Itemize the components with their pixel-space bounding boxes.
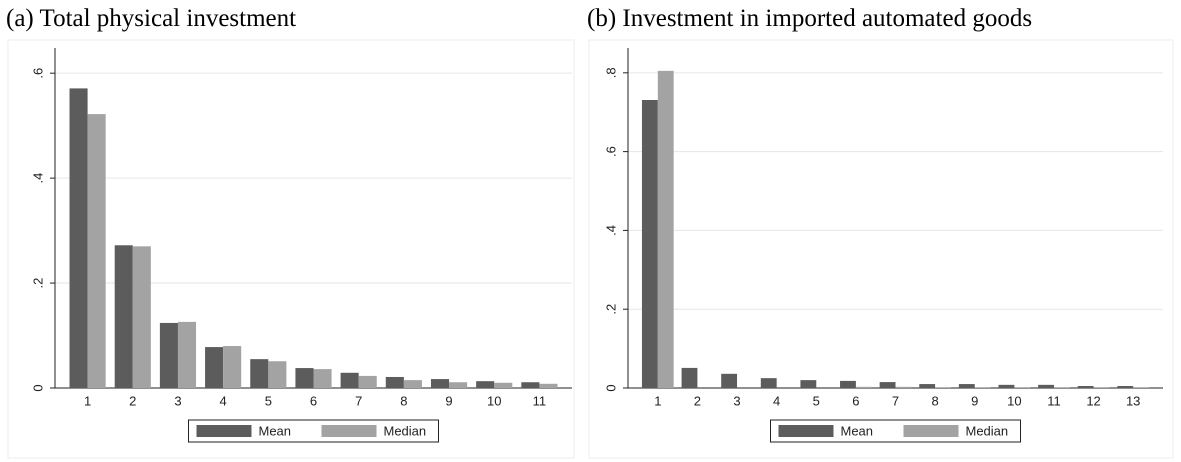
x-tick-label: 10 (487, 393, 501, 408)
legend-label: Mean (259, 423, 292, 438)
chart-title: (a) Total physical investment (6, 5, 296, 32)
x-tick-label: 3 (733, 393, 740, 408)
bar (449, 382, 468, 388)
bar (1014, 387, 1031, 388)
x-tick-label: 8 (931, 393, 938, 408)
legend-swatch (196, 425, 252, 437)
bar (385, 376, 404, 388)
bar (958, 384, 975, 388)
bar (295, 368, 314, 388)
x-tick-label: 9 (445, 393, 452, 408)
bar (114, 245, 133, 388)
y-tick-label: .8 (603, 67, 618, 78)
x-tick-label: 10 (1007, 393, 1021, 408)
x-tick-label: 7 (892, 393, 899, 408)
x-tick-label: 13 (1126, 393, 1140, 408)
y-tick-label: .6 (30, 68, 45, 79)
bar (539, 383, 558, 388)
legend-label: Mean (841, 423, 874, 438)
bar (721, 373, 738, 388)
plot-frame (7, 39, 575, 459)
bar (1053, 387, 1070, 388)
x-tick-label: 3 (174, 393, 181, 408)
bar (494, 382, 513, 388)
y-tick-label: .2 (603, 304, 618, 315)
x-tick-label: 11 (1047, 393, 1061, 408)
bar (69, 88, 88, 388)
bar (919, 384, 936, 388)
bar (430, 379, 450, 388)
bar (132, 246, 151, 388)
bar (358, 375, 377, 388)
bar (800, 380, 817, 388)
x-tick-label: 1 (654, 393, 661, 408)
bar (657, 70, 674, 388)
plot-frame (588, 39, 1174, 459)
y-tick-label: .6 (603, 146, 618, 157)
bar (855, 386, 872, 388)
x-tick-label: 12 (1086, 393, 1100, 408)
bar (159, 322, 178, 388)
bar (1093, 387, 1110, 388)
legend-label: Median (966, 423, 1009, 438)
bar (895, 386, 912, 388)
bar (1077, 386, 1094, 388)
bar (879, 382, 896, 388)
y-tick-label: .4 (603, 225, 618, 236)
bar (1038, 384, 1054, 388)
x-tick-label: 11 (533, 393, 547, 408)
bar (177, 321, 197, 388)
bar (641, 100, 658, 388)
legend-swatch (778, 425, 834, 437)
chart-title: (b) Investment in imported automated goo… (587, 5, 1032, 32)
bar (313, 369, 332, 388)
x-tick-label: 5 (813, 393, 820, 408)
bar (476, 381, 495, 388)
x-tick-label: 7 (355, 393, 362, 408)
bar (760, 378, 777, 388)
bar (1117, 386, 1134, 388)
x-tick-label: 4 (220, 393, 227, 408)
bar (87, 114, 106, 388)
y-tick-label: 0 (30, 384, 45, 391)
bar (935, 387, 951, 388)
y-tick-label: .2 (30, 278, 45, 289)
x-tick-label: 1 (84, 393, 91, 408)
bar (340, 372, 359, 388)
bar (403, 380, 422, 388)
y-tick-label: 0 (603, 384, 618, 391)
bar (840, 380, 856, 388)
x-tick-label: 6 (852, 393, 859, 408)
bar (268, 361, 287, 388)
bar (998, 384, 1015, 388)
x-tick-label: 2 (694, 393, 701, 408)
bar (974, 387, 991, 388)
x-tick-label: 8 (400, 393, 407, 408)
bar (681, 367, 698, 388)
bar (223, 346, 242, 388)
x-tick-label: 6 (310, 393, 317, 408)
bar (205, 347, 224, 388)
bar (1133, 387, 1150, 388)
x-tick-label: 9 (971, 393, 978, 408)
legend-swatch (321, 425, 377, 437)
x-tick-label: 4 (773, 393, 780, 408)
x-tick-label: 2 (129, 393, 136, 408)
y-tick-label: .4 (30, 173, 45, 184)
bar (521, 382, 540, 388)
x-tick-label: 5 (265, 393, 272, 408)
legend-label: Median (384, 423, 427, 438)
bar (250, 359, 269, 388)
legend-swatch (903, 425, 959, 437)
